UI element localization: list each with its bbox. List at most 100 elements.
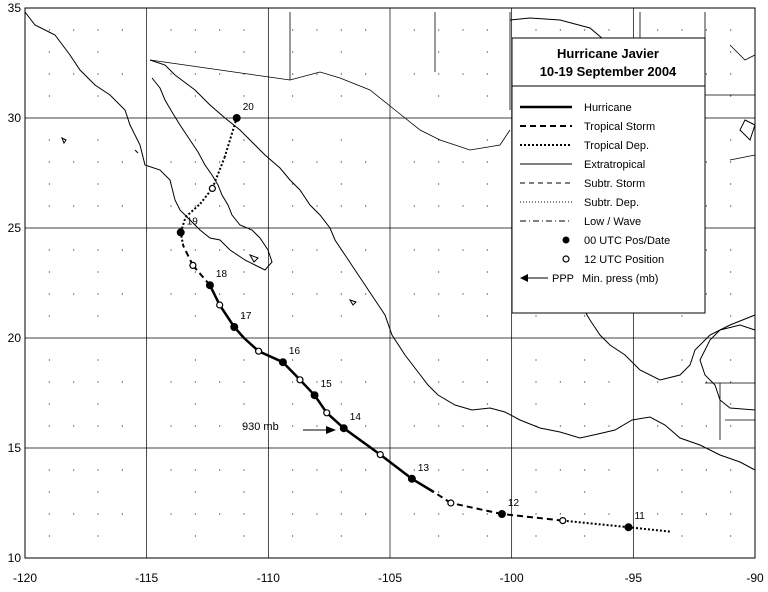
grid-dot (121, 205, 123, 207)
grid-dot (681, 381, 683, 383)
grid-dot (73, 425, 75, 427)
grid-dot (486, 293, 488, 295)
y-tick-label: 15 (8, 441, 22, 455)
grid-dot (48, 205, 50, 207)
grid-dot (486, 139, 488, 141)
grid-dot (194, 535, 196, 537)
grid-dot (97, 513, 99, 515)
grid-dot (559, 425, 561, 427)
grid-dot (730, 469, 732, 471)
legend-label: Tropical Dep. (584, 140, 649, 152)
grid-dot (413, 381, 415, 383)
grid-dot (730, 359, 732, 361)
grid-dot (705, 249, 707, 251)
grid-dot (340, 469, 342, 471)
grid-dot (730, 491, 732, 493)
grid-dot (243, 161, 245, 163)
track-point-00utc (205, 281, 214, 290)
track-point-12utc (296, 376, 304, 384)
grid-dot (243, 403, 245, 405)
track-point-00utc (407, 474, 416, 483)
track-segment (258, 350, 284, 364)
legend-label: Tropical Storm (584, 121, 655, 133)
track-point-00utc (497, 510, 506, 518)
grid-dot (535, 535, 537, 537)
legend-title-line2: 10-19 September 2004 (540, 64, 677, 79)
grid-dot (705, 381, 707, 383)
grid-dot (559, 469, 561, 471)
grid-dot (292, 183, 294, 185)
x-axis: -120 -115 -110 -105 -100 -95 -90 (13, 571, 764, 585)
plot-frame (24, 7, 756, 559)
grid-dot (316, 249, 318, 251)
legend-arrow-head (520, 274, 528, 282)
grid-dot (97, 51, 99, 53)
grid-dot (340, 293, 342, 295)
legend-item: Subtr. Dep. (520, 197, 639, 209)
grid-dot (438, 95, 440, 97)
grid-dot (340, 359, 342, 361)
grid-dot (340, 513, 342, 515)
legend-items: Hurricane Tropical Storm Tropical Dep. Extr… (520, 102, 670, 285)
legend-label: PPP (552, 273, 574, 285)
grid-dot (413, 469, 415, 471)
track-point-12utc (447, 499, 455, 507)
grid-dot (535, 403, 537, 405)
grid-dot (657, 425, 659, 427)
track-point-00utc (624, 523, 633, 532)
grid-dot (535, 381, 537, 383)
grid-dot (413, 205, 415, 207)
grid-dot (48, 249, 50, 251)
grid-dot (292, 29, 294, 31)
legend-item: Subtr. Storm (520, 178, 645, 190)
grid-dot (121, 381, 123, 383)
grid-dot (340, 205, 342, 207)
date-label: 15 (321, 379, 333, 390)
track-segment (223, 117, 238, 158)
grid-dot (219, 469, 221, 471)
grid-dot (657, 513, 659, 515)
date-label: 20 (243, 102, 255, 113)
track-point-00utc (230, 323, 239, 331)
grid-dot (243, 535, 245, 537)
grid-dot (340, 315, 342, 317)
grid-dot (608, 469, 610, 471)
grid-dot (584, 469, 586, 471)
grid-dot (730, 95, 732, 97)
y-tick-label: 25 (8, 221, 22, 235)
grid-dot (438, 381, 440, 383)
legend-item: 00 UTC Pos/Date (562, 235, 670, 247)
grid-dot (462, 469, 464, 471)
grid-dot (730, 381, 732, 383)
grid-dot (486, 95, 488, 97)
grid-dot (584, 381, 586, 383)
grid-dot (413, 29, 415, 31)
x-tick-label: -90 (746, 571, 764, 585)
grid-dot (486, 315, 488, 317)
grid-dot (243, 359, 245, 361)
grid-dot (535, 469, 537, 471)
grid-dot (292, 403, 294, 405)
grid-dot (438, 183, 440, 185)
grid-dot (73, 293, 75, 295)
legend-swatch (562, 255, 570, 263)
grid-dot (705, 205, 707, 207)
grid-dot (705, 469, 707, 471)
grid-dot (730, 271, 732, 273)
grid-dot (292, 469, 294, 471)
pressure-label: 930 mb (242, 421, 279, 433)
grid-dot (438, 491, 440, 493)
grid-dot (292, 73, 294, 75)
grid-dot (292, 51, 294, 53)
x-tick-label: -120 (13, 571, 37, 585)
grid-dot (48, 425, 50, 427)
grid-dot (243, 95, 245, 97)
grid-dot (705, 293, 707, 295)
legend-swatch (562, 236, 570, 244)
grid-dot (121, 29, 123, 31)
grid-dot (121, 73, 123, 75)
grid-dot (705, 29, 707, 31)
track-point-00utc (310, 391, 319, 400)
grid-dot (730, 535, 732, 537)
grid-dot (486, 271, 488, 273)
